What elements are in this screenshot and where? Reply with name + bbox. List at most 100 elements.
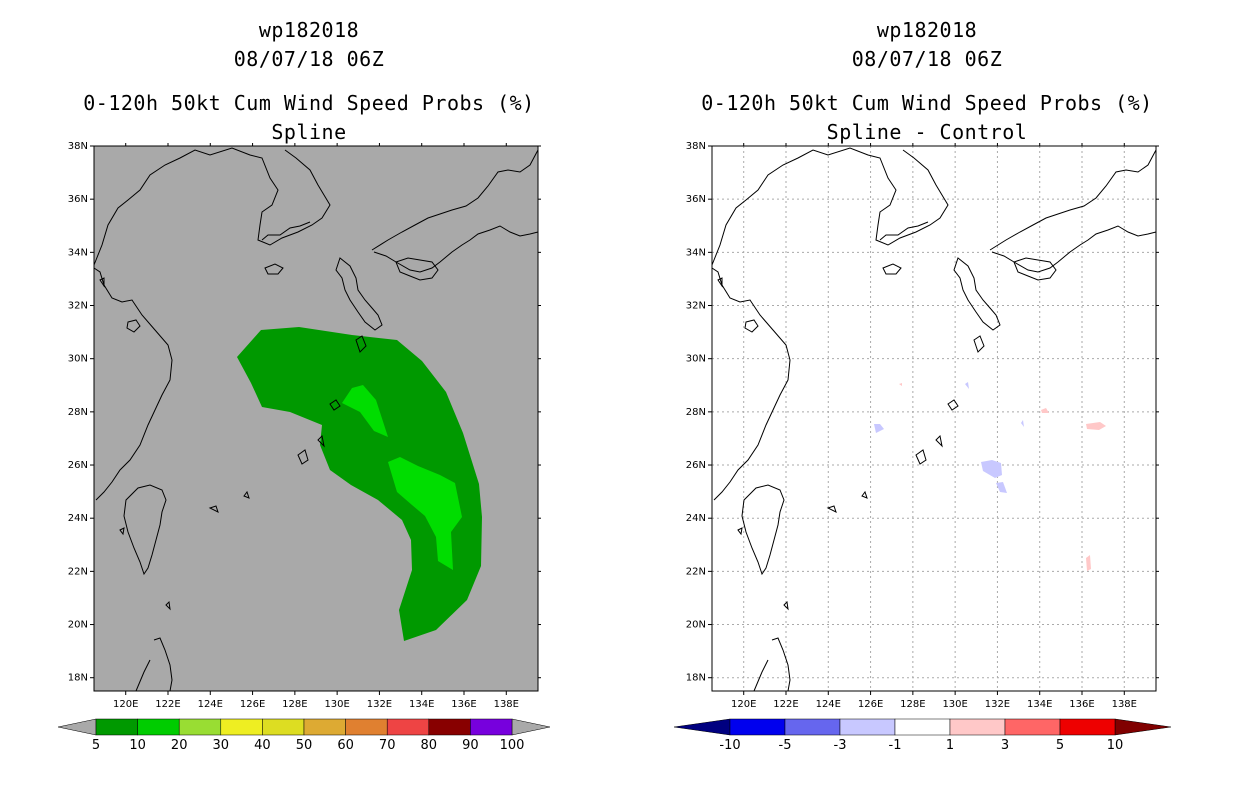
- colorbar-label: 100: [500, 738, 525, 753]
- lon-tick-label: 122E: [155, 699, 180, 710]
- island-outline: [119, 527, 125, 536]
- lon-tick-label: 124E: [816, 699, 841, 710]
- lat-tick-label: 20N: [68, 620, 88, 631]
- lat-tick-label: 18N: [686, 673, 706, 684]
- probability-5-percent-area: [237, 327, 482, 641]
- map-frame: [711, 145, 1157, 692]
- left-panel: wp182018 08/07/18 06Z 0-120h 50kt Cum Wi…: [57, 18, 551, 753]
- wind-probability-map: 120E 122E 124E 126E 128E 130E 132E 134E 136E 138E…: [57, 141, 551, 753]
- lon-tick-label: 136E: [451, 699, 476, 710]
- coastline-segment: [953, 257, 1001, 331]
- coastline-segment: [991, 225, 1157, 273]
- lat-tick-label: 24N: [68, 513, 88, 524]
- coastline-segment: [261, 221, 311, 241]
- lat-tick-label: 34N: [68, 247, 88, 258]
- lat-tick-label: 28N: [68, 407, 88, 418]
- island-outline: [947, 399, 959, 411]
- coastline: [711, 147, 1157, 692]
- colorbar-over-arrow: [1114, 718, 1172, 736]
- island-outline: [915, 449, 927, 465]
- coastline-segment: [395, 257, 439, 281]
- negative-difference-patch: [1021, 420, 1024, 427]
- colorbar-label: 40: [254, 738, 271, 753]
- island-outline: [973, 335, 985, 353]
- colorbar: -10 -5 -3 -1 1 3 5 10: [673, 718, 1172, 753]
- colorbar-bin: [784, 718, 841, 736]
- lon-tick-label: 122E: [773, 699, 798, 710]
- positive-difference-patch: [899, 383, 902, 386]
- island-outline: [882, 263, 902, 275]
- colorbar-bin: [729, 718, 786, 736]
- coastline-segment: [93, 147, 331, 266]
- colorbar-bin: [1059, 718, 1116, 736]
- probability-10-percent-area: [388, 457, 462, 570]
- product-title: 0-120h 50kt Cum Wind Speed Probs (%): [701, 91, 1153, 115]
- lat-tick-label: 38N: [686, 141, 706, 152]
- positive-difference-patch: [1086, 555, 1091, 571]
- colorbar-label: 80: [421, 738, 438, 753]
- colorbar-bin: [220, 718, 263, 736]
- island-outline: [826, 505, 837, 513]
- colorbar-bin: [428, 718, 471, 736]
- storm-id-title: wp182018: [876, 18, 978, 42]
- colorbar-label: 30: [213, 738, 230, 753]
- colorbar-label: 20: [171, 738, 188, 753]
- coastline-segment: [93, 267, 173, 501]
- lat-tick-label: 32N: [686, 301, 706, 312]
- coastline: [93, 147, 539, 692]
- colorbar-bin: [894, 718, 951, 736]
- grid-lines: [712, 145, 1156, 691]
- colorbar: 5 10 20 30 40 50 60 70 80 90 100: [57, 718, 551, 753]
- colorbar-bin: [95, 718, 138, 736]
- lon-tick-label: 138E: [494, 699, 519, 710]
- colorbar-label: 10: [1107, 738, 1124, 753]
- lon-tick-label: 138E: [1112, 699, 1137, 710]
- coastline-segment: [753, 659, 769, 692]
- colorbar-bin: [470, 718, 513, 736]
- island-outline: [208, 505, 219, 513]
- coastline-segment: [153, 637, 173, 692]
- negative-difference-patch: [996, 482, 1007, 493]
- coastline-segment: [711, 147, 949, 266]
- colorbar-label: 1: [946, 738, 954, 753]
- colorbar-label: 70: [379, 738, 396, 753]
- colorbar-label: 90: [462, 738, 479, 753]
- island-outline: [935, 434, 943, 448]
- colorbar-label: 5: [1056, 738, 1064, 753]
- coastline-segment: [373, 225, 539, 273]
- lat-tick-label: 24N: [686, 513, 706, 524]
- lon-tick-label: 126E: [240, 699, 265, 710]
- island-outline: [99, 277, 105, 288]
- subtitle: Spline: [271, 120, 347, 144]
- lat-tick-label: 34N: [686, 247, 706, 258]
- coastline-segment: [335, 257, 383, 331]
- colorbar-under-arrow: [57, 718, 97, 736]
- island-outline: [243, 490, 250, 499]
- coastline-segment: [123, 484, 167, 576]
- island-outline: [317, 434, 325, 448]
- coastline-segment: [741, 484, 785, 576]
- island-outline: [329, 399, 341, 411]
- island-outline: [717, 277, 723, 288]
- datetime-title: 08/07/18 06Z: [233, 47, 385, 71]
- lon-tick-label: 120E: [731, 699, 756, 710]
- right-panel: wp182018 08/07/18 06Z 0-120h 50kt Cum Wi…: [618, 0, 1236, 800]
- lon-tick-label: 134E: [409, 699, 434, 710]
- island-outline: [861, 490, 868, 499]
- colorbar-label: 50: [296, 738, 313, 753]
- lon-tick-label: 128E: [282, 699, 307, 710]
- lat-tick-label: 18N: [68, 673, 88, 684]
- lon-tick-label: 124E: [198, 699, 223, 710]
- island-outline: [744, 319, 759, 333]
- lat-tick-label: 22N: [686, 566, 706, 577]
- colorbar-label: 10: [129, 738, 146, 753]
- datetime-title: 08/07/18 06Z: [851, 47, 1003, 71]
- colorbar-label: -3: [834, 738, 847, 753]
- lat-tick-label: 26N: [68, 460, 88, 471]
- axis-ticks: 120E 122E 124E 126E 128E 130E 132E 134E 136E 138E…: [686, 141, 1159, 710]
- colorbar-bin: [1004, 718, 1061, 736]
- island-outline: [355, 335, 367, 353]
- positive-difference-patch: [1086, 422, 1106, 430]
- lat-tick-label: 30N: [686, 354, 706, 365]
- island-outline: [165, 600, 171, 611]
